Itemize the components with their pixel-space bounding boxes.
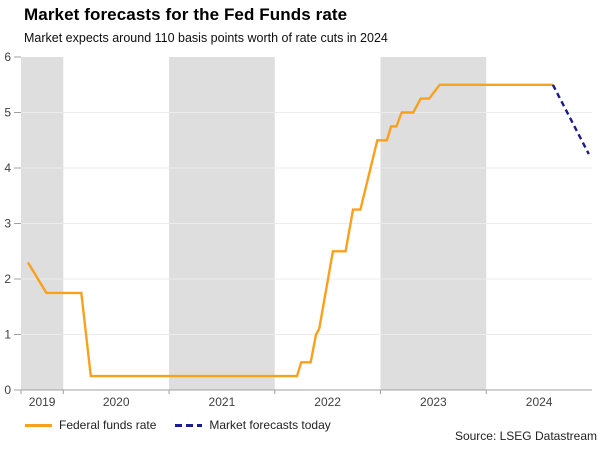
x-tick-label-2022: 2022: [314, 395, 341, 409]
x-tick-label-2021: 2021: [209, 395, 236, 409]
y-tick-label-4: 4: [4, 161, 11, 175]
series-line-federal-funds-rate: [26, 83, 553, 378]
y-tick-label-6: 6: [4, 50, 11, 64]
y-tick-label-3: 3: [4, 217, 11, 231]
solid-line-swatch-icon: [25, 423, 52, 427]
legend-label: Federal funds rate: [59, 418, 157, 432]
chart-subtitle: Market expects around 110 basis points w…: [24, 31, 388, 45]
y-tick-label-1: 1: [4, 328, 11, 342]
x-tick-label-2023: 2023: [420, 395, 447, 409]
x-tick-label-2024: 2024: [526, 395, 553, 409]
legend-label: Market forecasts today: [209, 418, 331, 432]
y-tick-label-0: 0: [4, 383, 11, 397]
x-tick-label-2019: 2019: [29, 395, 56, 409]
y-tick-label-2: 2: [4, 272, 11, 286]
chart-title: Market forecasts for the Fed Funds rate: [24, 5, 348, 24]
legend-item-market-forecasts-today: Market forecasts today: [175, 418, 331, 432]
y-tick-label-5: 5: [4, 106, 11, 120]
dashed-line-swatch-icon: [175, 423, 203, 427]
legend-item-federal-funds-rate: Federal funds rate: [25, 418, 156, 432]
x-tick-label-2020: 2020: [103, 395, 130, 409]
series-line-market-forecasts-today: [551, 84, 590, 155]
legend: Federal funds rate Market forecasts today: [25, 418, 331, 432]
source-attribution: Source: LSEG Datastream: [454, 429, 597, 443]
